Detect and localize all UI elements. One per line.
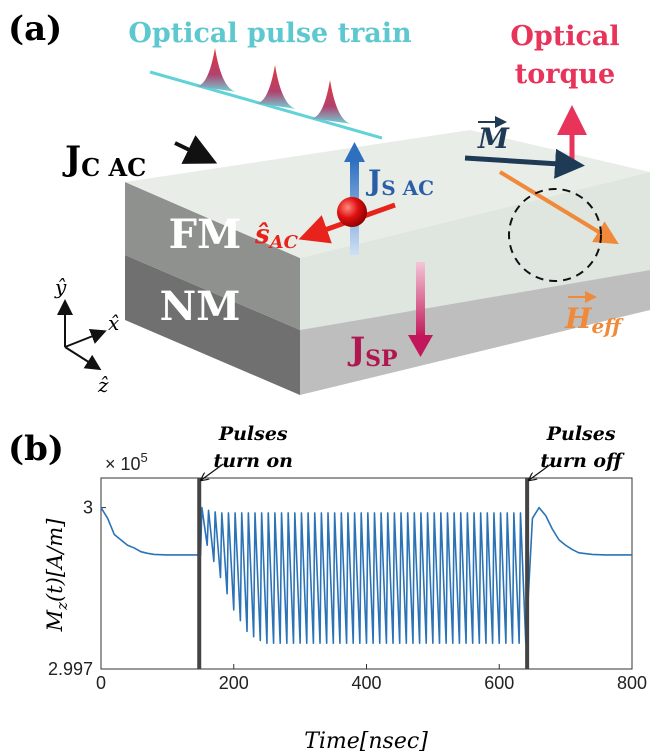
y-label-rest: (t)[A/m] (43, 518, 67, 602)
nm-label: NM (160, 283, 241, 330)
axis-label: x̂ (108, 311, 119, 335)
x-tick-label: 600 (484, 673, 514, 693)
x-tick-label: 0 (96, 673, 106, 693)
pulse (310, 80, 352, 124)
m-label: M (477, 122, 510, 155)
multiplier-base: × 10 (105, 454, 141, 474)
panel-label: (b) (8, 429, 64, 469)
torque-label: torque (515, 59, 615, 90)
panel-a: (a) Optical pulse train Optical torque F… (8, 9, 650, 397)
y-axis-label: Mz(t)[A/m] (43, 518, 71, 633)
spin (337, 197, 367, 227)
js-main: J (365, 164, 381, 197)
jc-main: J (62, 139, 81, 179)
x-tick-label: 800 (617, 673, 647, 693)
marker-label: turn off (540, 450, 625, 472)
jsp-main: J (347, 330, 365, 368)
arrow (175, 143, 210, 160)
jsp-arrow (416, 262, 425, 337)
pulse-train (150, 72, 382, 138)
marker-label: turn on (213, 450, 293, 472)
h-sub: eff (591, 314, 624, 338)
panel-b: (b) × 105 Mz(t)[A/m] Time[nsec] 0 200 400 6… (8, 423, 647, 754)
y-label-sub: z (53, 602, 71, 611)
x-tick-label: 400 (351, 673, 381, 693)
panel-label: (a) (8, 9, 62, 49)
fm-label: FM (169, 211, 242, 258)
jc-label: JC AC (62, 139, 146, 182)
jsp-sub: SP (365, 346, 397, 372)
marker-label: Pulses (546, 423, 616, 445)
h-main: H (564, 302, 593, 335)
axis-label: ẑ (97, 373, 109, 397)
y-label-main: M (43, 609, 67, 632)
torque-label: Optical (510, 21, 619, 52)
marker-label: Pulses (218, 423, 288, 445)
x-axis-label: Time[nsec] (304, 729, 428, 754)
x-tick-label: 200 (219, 673, 249, 693)
s-main: ŝ (254, 220, 270, 250)
multiplier-exp: 5 (141, 450, 148, 465)
axis-z (65, 347, 98, 368)
figure: (a) Optical pulse train Optical torque F… (0, 0, 653, 756)
pulse (255, 65, 297, 109)
pulse (195, 48, 237, 92)
y-tick-label: 3 (83, 498, 93, 518)
y-tick-label: 2.997 (48, 659, 93, 679)
axis-label: ŷ (54, 275, 67, 299)
pulse-train-label: Optical pulse train (128, 18, 412, 49)
js-sub: S AC (381, 176, 434, 200)
jc-sub: C AC (81, 153, 146, 182)
multiplier: × 105 (105, 450, 148, 474)
s-sub: AC (268, 232, 299, 253)
axis-x (65, 332, 103, 347)
